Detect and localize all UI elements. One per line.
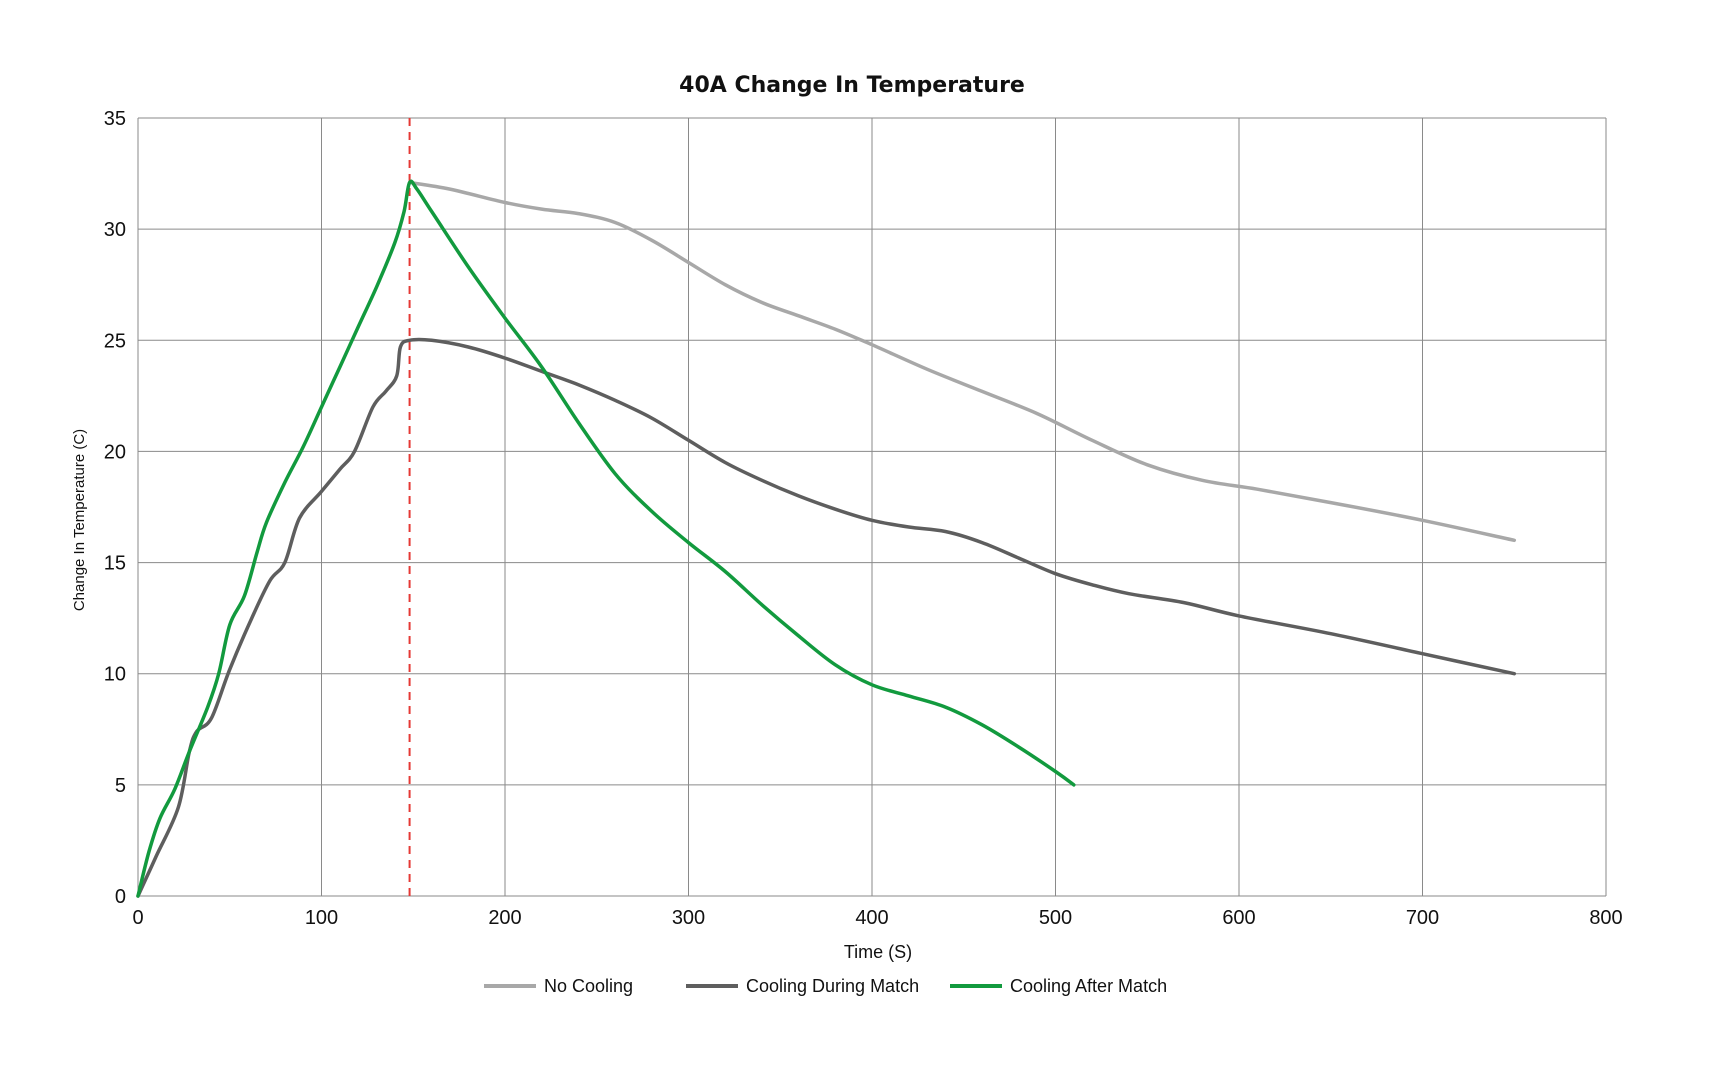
y-axis-label: Change In Temperature (C) xyxy=(71,429,88,611)
x-tick-label: 300 xyxy=(672,907,705,929)
x-tick-label: 200 xyxy=(488,907,521,929)
y-tick-label: 30 xyxy=(104,219,126,241)
x-tick-label: 0 xyxy=(132,907,143,929)
grid xyxy=(137,117,1607,897)
y-tick-label: 15 xyxy=(104,553,126,575)
x-tick-label: 800 xyxy=(1589,907,1622,929)
series-line-cooling-during-match xyxy=(136,337,1517,898)
x-tick-label: 500 xyxy=(1039,907,1072,929)
legend-item-cooling-after-match: Cooling After Match xyxy=(950,976,1167,996)
y-tick-label: 5 xyxy=(115,775,126,797)
legend-label: Cooling After Match xyxy=(1010,976,1167,996)
x-tick-label: 100 xyxy=(305,907,338,929)
x-axis-ticks: 0 100 200 300 400 500 600 700 800 xyxy=(132,907,1622,929)
y-tick-label: 20 xyxy=(104,441,126,463)
legend-label: Cooling During Match xyxy=(746,976,919,996)
y-tick-label: 25 xyxy=(104,330,126,352)
legend-label: No Cooling xyxy=(544,976,633,996)
series-lines xyxy=(136,179,1517,898)
y-tick-label: 10 xyxy=(104,664,126,686)
x-tick-label: 600 xyxy=(1222,907,1255,929)
series-line-cooling-after-match xyxy=(136,179,1076,898)
legend-item-no-cooling: No Cooling xyxy=(484,976,633,996)
x-axis-label: Time (S) xyxy=(844,942,912,962)
x-tick-label: 400 xyxy=(855,907,888,929)
y-tick-label: 35 xyxy=(104,108,126,130)
legend-item-cooling-during-match: Cooling During Match xyxy=(686,976,919,996)
legend: No Cooling Cooling During Match Cooling Af… xyxy=(484,976,1167,996)
series-line-no-cooling xyxy=(407,180,1517,543)
x-tick-label: 700 xyxy=(1406,907,1439,929)
y-tick-label: 0 xyxy=(115,886,126,908)
chart-title: 40A Change In Temperature xyxy=(679,73,1025,98)
y-axis-ticks: 0 5 10 15 20 25 30 35 xyxy=(104,108,126,908)
